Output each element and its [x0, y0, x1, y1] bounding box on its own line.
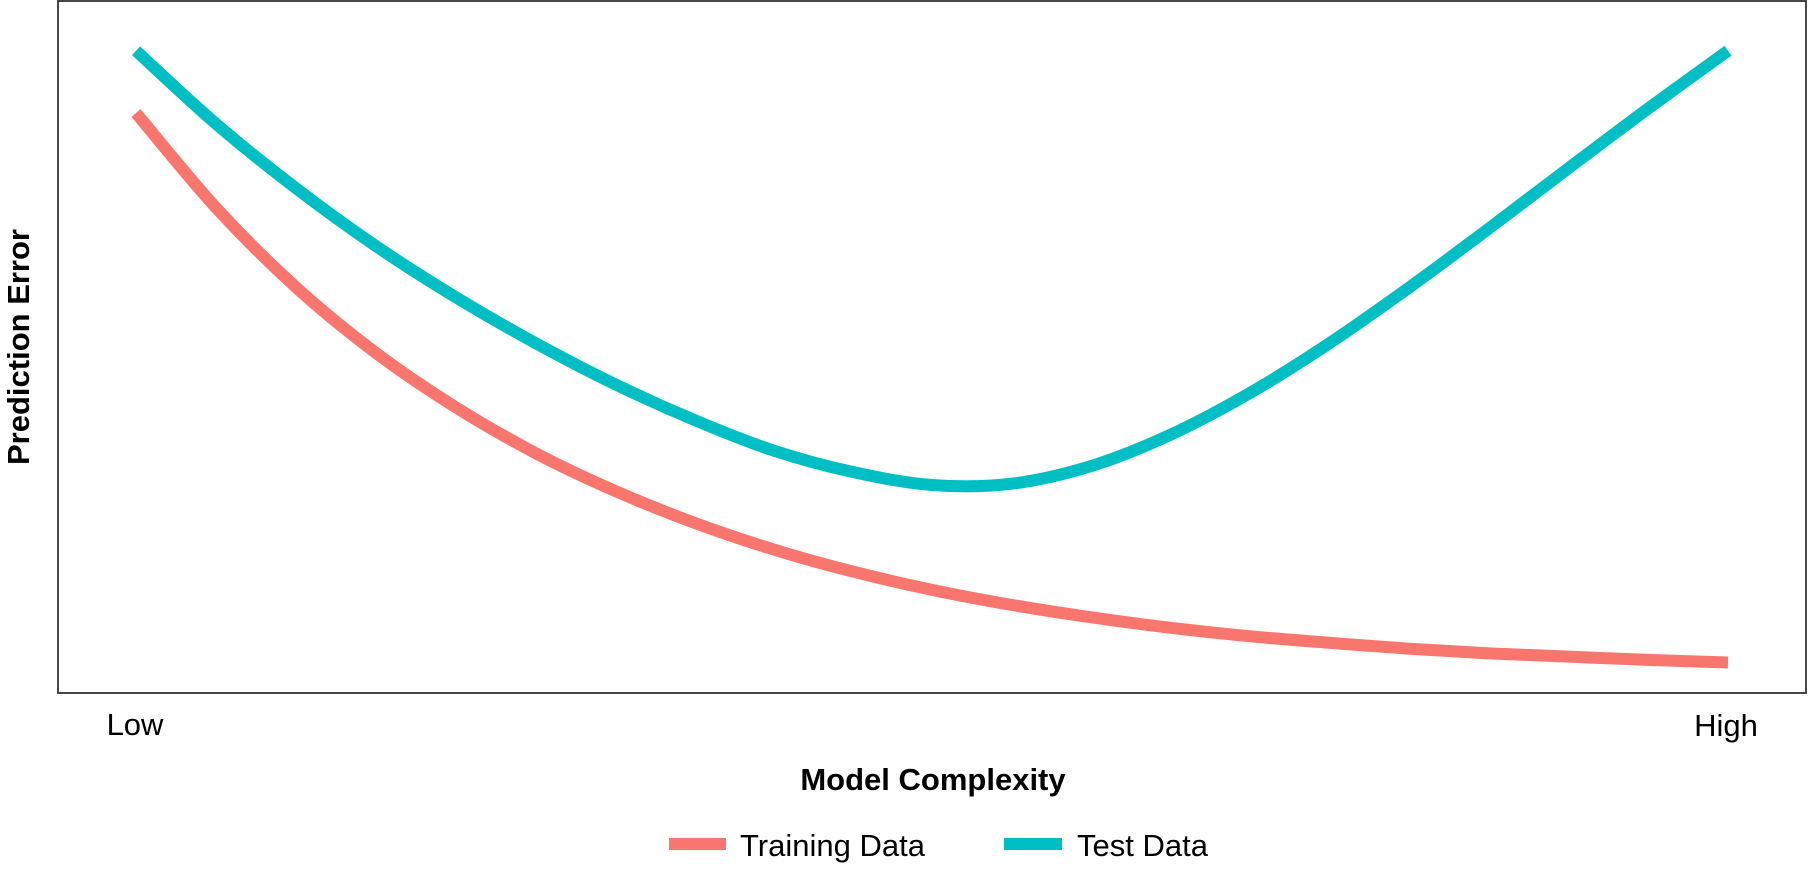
legend-label-test-data: Test Data	[1077, 828, 1209, 863]
legend-label-training-data: Training Data	[740, 828, 926, 863]
series-line-training-data	[131, 109, 1729, 669]
x-axis-title: Model Complexity	[800, 762, 1066, 797]
series-layer	[131, 45, 1732, 669]
plot-panel-border	[57, 0, 1807, 694]
x-tick-label-low: Low	[107, 707, 164, 742]
legend: Training Data Test Data	[669, 828, 1209, 863]
y-axis-title: Prediction Error	[1, 229, 36, 465]
x-tick-label-high: High	[1694, 708, 1758, 743]
series-line-test-data	[131, 45, 1732, 493]
